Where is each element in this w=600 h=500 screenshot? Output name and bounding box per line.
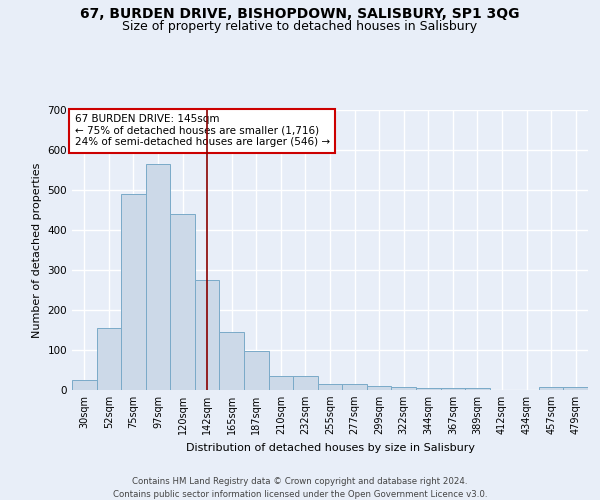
Bar — [416, 388, 440, 390]
Bar — [293, 376, 318, 390]
Bar — [170, 214, 195, 390]
Bar — [97, 328, 121, 390]
Bar — [195, 280, 220, 390]
Text: Size of property relative to detached houses in Salisbury: Size of property relative to detached ho… — [122, 20, 478, 33]
Text: 67 BURDEN DRIVE: 145sqm
← 75% of detached houses are smaller (1,716)
24% of semi: 67 BURDEN DRIVE: 145sqm ← 75% of detache… — [74, 114, 330, 148]
Bar — [342, 384, 367, 390]
Bar — [367, 386, 391, 390]
Bar — [563, 387, 588, 390]
Bar — [220, 332, 244, 390]
Bar — [465, 388, 490, 390]
Bar — [440, 388, 465, 390]
Bar — [146, 164, 170, 390]
Bar — [244, 351, 269, 390]
Y-axis label: Number of detached properties: Number of detached properties — [32, 162, 42, 338]
Bar — [72, 380, 97, 390]
Bar — [121, 194, 146, 390]
Text: 67, BURDEN DRIVE, BISHOPDOWN, SALISBURY, SP1 3QG: 67, BURDEN DRIVE, BISHOPDOWN, SALISBURY,… — [80, 8, 520, 22]
Bar — [539, 387, 563, 390]
Bar — [269, 376, 293, 390]
Bar — [318, 384, 342, 390]
Text: Contains HM Land Registry data © Crown copyright and database right 2024.: Contains HM Land Registry data © Crown c… — [132, 478, 468, 486]
Text: Contains public sector information licensed under the Open Government Licence v3: Contains public sector information licen… — [113, 490, 487, 499]
Bar — [391, 387, 416, 390]
X-axis label: Distribution of detached houses by size in Salisbury: Distribution of detached houses by size … — [185, 442, 475, 452]
